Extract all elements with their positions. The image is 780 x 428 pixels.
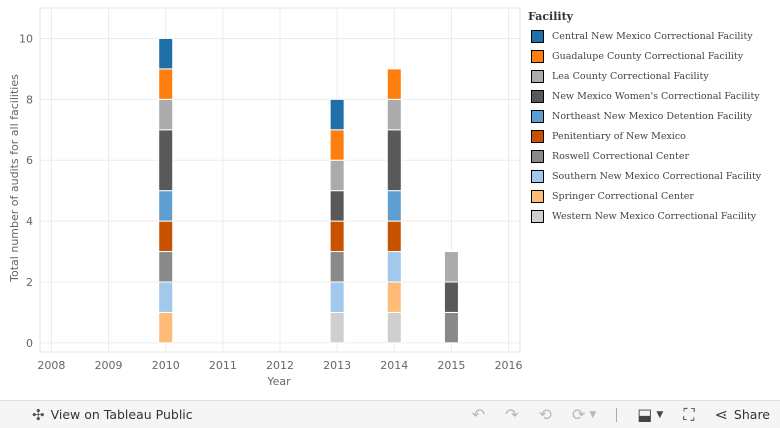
legend-title: Facility [528,10,574,23]
y-axis-title: Total number of audits for all facilitie… [8,74,21,283]
legend-label: Western New Mexico Correctional Facility [552,210,757,222]
bar-segment[interactable] [329,159,345,192]
undo-icon[interactable]: ↶ [471,405,486,424]
x-tick-label: 2011 [209,359,237,372]
bar-segment[interactable] [329,98,345,131]
y-tick-label: 4 [26,215,33,228]
legend-swatch [531,149,544,163]
legend-label: Northeast New Mexico Detention Facility [552,110,753,122]
legend-label: Lea County Correctional Facility [552,70,709,82]
axes: 0 2 4 6 8 10 2008 2009 2010 2011 2012 2013 2014 2015 2… [19,32,523,372]
y-tick-label: 8 [26,93,33,106]
bar-segment[interactable] [329,281,345,313]
refresh-caret-icon: ▼ [589,409,597,420]
bar-segment[interactable] [158,190,174,222]
x-tick-label: 2008 [37,359,65,372]
legend-label: Springer Correctional Center [552,190,694,202]
x-tick-label: 2010 [152,359,180,372]
legend-swatch [531,89,544,103]
bar-segment[interactable] [329,129,345,161]
bar-segment[interactable] [329,251,345,283]
share-icon: ⋖ [714,405,728,424]
revert-icon[interactable]: ⟲ [538,405,552,424]
x-tick-label: 2012 [266,359,294,372]
bar-segment[interactable] [329,190,345,222]
bar-segment[interactable] [386,220,402,253]
bar-segment[interactable] [386,281,402,313]
download-caret-icon: ▼ [656,409,664,420]
x-tick-label: 2009 [95,359,123,372]
legend-swatch [531,109,544,123]
x-tick-label: 2015 [437,359,465,372]
y-tick-label: 0 [26,337,33,350]
legend-label: Central New Mexico Correctional Facility [552,30,753,42]
legend-item[interactable]: Western New Mexico Correctional Facility [528,206,778,226]
bar-segment[interactable] [158,281,174,313]
bar-segment[interactable] [443,251,459,283]
bar-segment[interactable] [158,37,174,70]
legend-label: Southern New Mexico Correctional Facilit… [552,170,762,182]
y-tick-label: 2 [26,276,33,289]
legend-swatch [531,29,544,43]
download-button[interactable]: ⬓ ▼ [637,405,663,424]
legend-swatch [531,69,544,83]
view-on-tableau-public-label: View on Tableau Public [50,407,193,422]
x-tick-label: 2016 [495,359,523,372]
redo-icon[interactable]: ↷ [505,405,519,424]
legend-items: Central New Mexico Correctional Facility… [528,26,778,226]
legend-item[interactable]: Guadalupe County Correctional Facility [528,46,778,66]
view-on-tableau-public-link[interactable]: ✣ View on Tableau Public [32,406,193,424]
bar-segment[interactable] [386,129,402,192]
bar-segment[interactable] [386,98,402,131]
fullscreen-icon[interactable]: ⛶ [683,404,695,424]
toolbar-actions: ↶ ↷ ⟲ ⟳ ▼ ⬓ ▼ ⛶ ⋖ Share [462,401,780,428]
legend-label: Penitentiary of New Mexico [552,130,686,142]
legend-label: New Mexico Women's Correctional Facility [552,90,760,102]
bar-segment[interactable] [386,251,402,283]
bar-segment[interactable] [158,98,174,131]
legend-item[interactable]: Springer Correctional Center [528,186,778,206]
share-label: Share [733,407,770,422]
bar-segment[interactable] [386,190,402,222]
bar-segment[interactable] [443,311,459,344]
legend-swatch [531,169,544,183]
legend-item[interactable]: Lea County Correctional Facility [528,66,778,86]
stacked-bar-chart: 0 2 4 6 8 10 2008 2009 2010 2011 2012 2013 2014 2015 2… [8,7,523,388]
y-tick-label: 10 [19,32,33,45]
legend-label: Roswell Correctional Center [552,150,690,162]
legend-swatch [531,49,544,63]
bar-segment[interactable] [158,311,174,344]
legend: Facility Central New Mexico Correctional… [528,10,778,226]
bar-segment[interactable] [158,220,174,253]
bar-segment[interactable] [329,311,345,344]
toolbar-divider [616,407,618,422]
bar-segment[interactable] [386,311,402,344]
tableau-toolbar: ✣ View on Tableau Public ↶ ↷ ⟲ ⟳ ▼ ⬓ ▼ ⛶ ⋖… [0,400,780,428]
bar-segment[interactable] [158,251,174,283]
legend-item[interactable]: Central New Mexico Correctional Facility [528,26,778,46]
bar-segment[interactable] [158,68,174,100]
bar-segment[interactable] [329,220,345,253]
legend-item[interactable]: Penitentiary of New Mexico [528,126,778,146]
bar-segment[interactable] [443,281,459,313]
bar-segment[interactable] [158,129,174,192]
legend-item[interactable]: New Mexico Women's Correctional Facility [528,86,778,106]
legend-item[interactable]: Southern New Mexico Correctional Facilit… [528,166,778,186]
share-button[interactable]: ⋖ Share [715,405,770,424]
x-tick-label: 2014 [380,359,408,372]
legend-swatch [531,189,544,203]
legend-item[interactable]: Northeast New Mexico Detention Facility [528,106,778,126]
x-axis-title: Year [266,375,291,388]
download-icon: ⬓ [637,405,653,424]
refresh-icon[interactable]: ⟳ ▼ [571,405,597,424]
x-tick-label: 2013 [323,359,351,372]
legend-swatch [531,129,544,143]
legend-label: Guadalupe County Correctional Facility [552,50,744,62]
legend-swatch [531,209,544,223]
tableau-logo-icon: ✣ [32,405,45,424]
y-tick-label: 6 [26,154,33,167]
bar-segment[interactable] [386,68,402,100]
legend-item[interactable]: Roswell Correctional Center [528,146,778,166]
bar-segments [158,37,459,344]
